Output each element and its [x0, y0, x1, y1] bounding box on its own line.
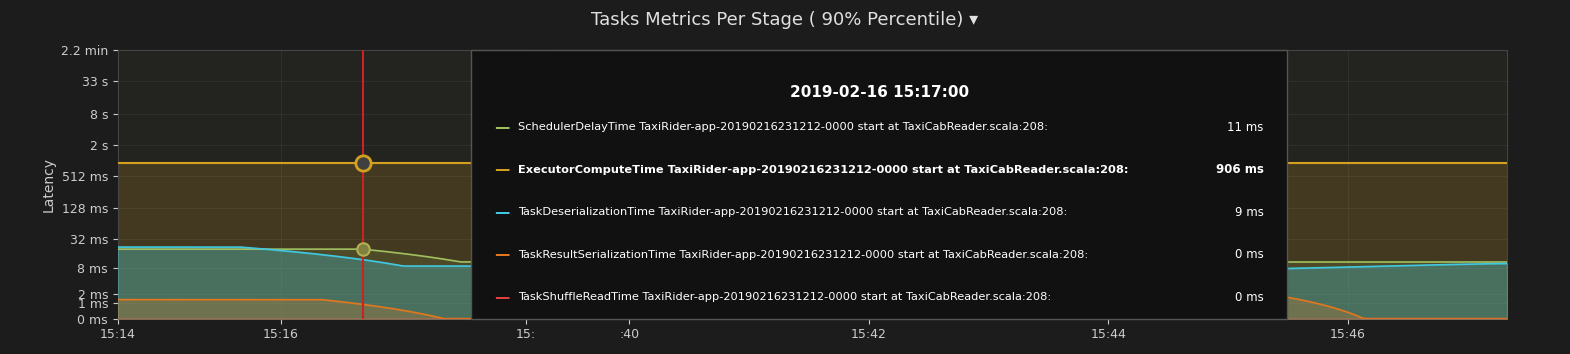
- Text: —: —: [495, 205, 510, 220]
- Text: —: —: [495, 162, 510, 177]
- Text: —: —: [495, 290, 510, 305]
- Text: 9 ms: 9 ms: [1236, 206, 1264, 219]
- Text: —: —: [495, 247, 510, 262]
- Text: Tasks Metrics Per Stage ( 90% Percentile) ▾: Tasks Metrics Per Stage ( 90% Percentile…: [592, 11, 978, 29]
- Text: TaskDeserializationTime TaxiRider-app-20190216231212-0000 start at TaxiCabReader: TaskDeserializationTime TaxiRider-app-20…: [518, 207, 1068, 217]
- Y-axis label: Latency: Latency: [41, 156, 55, 212]
- Text: 906 ms: 906 ms: [1217, 164, 1264, 176]
- Text: ExecutorComputeTime TaxiRider-app-20190216231212-0000 start at TaxiCabReader.sca: ExecutorComputeTime TaxiRider-app-201902…: [518, 165, 1129, 175]
- Text: 0 ms: 0 ms: [1236, 249, 1264, 261]
- Text: SchedulerDelayTime TaxiRider-app-20190216231212-0000 start at TaxiCabReader.scal: SchedulerDelayTime TaxiRider-app-2019021…: [518, 122, 1049, 132]
- Text: 0 ms: 0 ms: [1236, 291, 1264, 304]
- Text: TaskShuffleReadTime TaxiRider-app-20190216231212-0000 start at TaxiCabReader.sca: TaskShuffleReadTime TaxiRider-app-201902…: [518, 292, 1052, 302]
- Text: 2019-02-16 15:17:00: 2019-02-16 15:17:00: [790, 85, 969, 100]
- Text: 11 ms: 11 ms: [1228, 121, 1264, 134]
- Text: TaskResultSerializationTime TaxiRider-app-20190216231212-0000 start at TaxiCabRe: TaskResultSerializationTime TaxiRider-ap…: [518, 250, 1088, 260]
- Text: —: —: [495, 120, 510, 135]
